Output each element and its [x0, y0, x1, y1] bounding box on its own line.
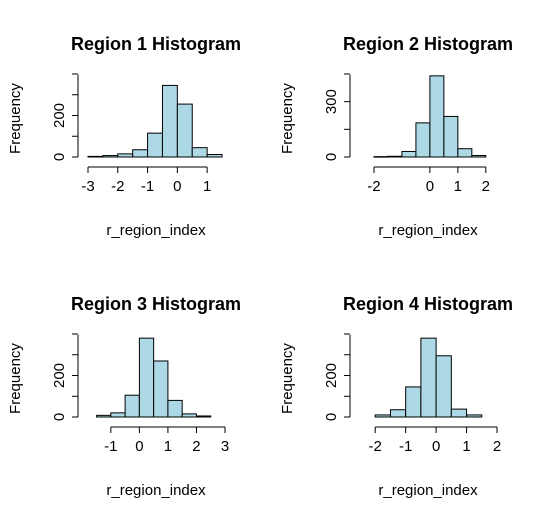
- x-tick-label: 0: [135, 438, 143, 455]
- x-tick-label: 0: [432, 438, 440, 455]
- y-tick-label: 0: [51, 153, 68, 161]
- x-axis-label: r_region_index: [106, 482, 206, 499]
- x-tick-label: 1: [454, 178, 462, 195]
- histogram-bar: [167, 399, 183, 418]
- histogram-bar: [429, 75, 445, 158]
- x-tick-label: 0: [173, 178, 181, 195]
- y-tick-label: 300: [323, 89, 340, 114]
- histogram-bar: [401, 150, 417, 158]
- histogram-bar: [471, 155, 487, 158]
- x-tick-label: -1: [141, 178, 154, 195]
- histogram-bar: [102, 155, 119, 158]
- x-tick-label: -2: [111, 178, 124, 195]
- histogram-panel-2: Region 2 Histogram -2 0 1 2 0 300 r_region_inde…: [279, 34, 513, 239]
- y-axis-label: Frequency: [279, 343, 296, 414]
- x-tick-label: 1: [164, 438, 172, 455]
- y-tick-label: 0: [323, 153, 340, 161]
- histogram-bar: [87, 155, 104, 158]
- x-tick-label: 2: [493, 438, 501, 455]
- x-tick-label: -2: [367, 178, 380, 195]
- histogram-bar: [117, 153, 134, 158]
- histogram-bar: [466, 414, 483, 418]
- y-axis-label: Frequency: [7, 83, 24, 154]
- x-axis-label: r_region_index: [106, 222, 206, 239]
- histogram-bar: [124, 394, 140, 418]
- x-tick-label: -3: [81, 178, 94, 195]
- histogram-bar: [176, 103, 193, 158]
- histogram-bar: [147, 132, 163, 158]
- histogram-bar: [195, 415, 212, 418]
- y-tick-label: 0: [51, 413, 68, 421]
- histogram-bar: [420, 337, 437, 418]
- chart-title: Region 1 Histogram: [71, 34, 241, 54]
- histogram-bar: [181, 413, 197, 418]
- histogram-panel-3: Region 3 Histogram -1 0 1 2 3 0 200 r_region_ind…: [7, 294, 241, 499]
- histogram-bar: [387, 155, 403, 158]
- histogram-bar: [161, 84, 178, 158]
- y-tick-label: 0: [323, 413, 340, 421]
- x-tick-label: 3: [221, 438, 229, 455]
- x-tick-label: -2: [369, 438, 382, 455]
- x-axis-label: r_region_index: [378, 482, 478, 499]
- y-tick-label: 200: [51, 363, 68, 388]
- histogram-bar: [389, 409, 407, 418]
- x-tick-label: 0: [426, 178, 434, 195]
- y-axis-label: Frequency: [279, 83, 296, 154]
- chart-title: Region 2 Histogram: [343, 34, 513, 54]
- histogram-bar: [405, 386, 422, 418]
- x-tick-label: 1: [203, 178, 211, 195]
- histogram-bar: [443, 115, 459, 158]
- histogram-bar: [191, 147, 208, 158]
- histogram-bar: [132, 149, 149, 158]
- chart-title: Region 3 Histogram: [71, 294, 241, 314]
- x-tick-label: 2: [192, 438, 200, 455]
- chart-title: Region 4 Histogram: [343, 294, 513, 314]
- histogram-bar: [138, 337, 155, 418]
- x-tick-label: 2: [482, 178, 490, 195]
- histogram-bar: [153, 360, 169, 418]
- y-tick-label: 200: [323, 363, 340, 388]
- y-tick-label: 200: [51, 103, 68, 128]
- histogram-bar: [435, 355, 452, 418]
- x-tick-label: -1: [104, 438, 117, 455]
- histogram-bar: [96, 414, 112, 418]
- histogram-bar: [110, 412, 126, 418]
- x-tick-label: -1: [399, 438, 412, 455]
- histogram-bar: [415, 122, 431, 158]
- histogram-bar: [457, 148, 473, 158]
- x-tick-label: 1: [462, 438, 470, 455]
- histogram-bar: [374, 414, 391, 418]
- histogram-bar: [373, 156, 389, 158]
- histogram-bar: [206, 154, 223, 158]
- histogram-panel-1: Region 1 Histogram -3 -2 -1 0 1 0 200 r_region_i…: [7, 34, 241, 239]
- histogram-panel-4: Region 4 Histogram -2 -1 0 1 2 0 200 r_region_in…: [279, 294, 513, 499]
- histogram-bar: [450, 408, 468, 418]
- x-axis-label: r_region_index: [378, 222, 478, 239]
- y-axis-label: Frequency: [7, 343, 24, 414]
